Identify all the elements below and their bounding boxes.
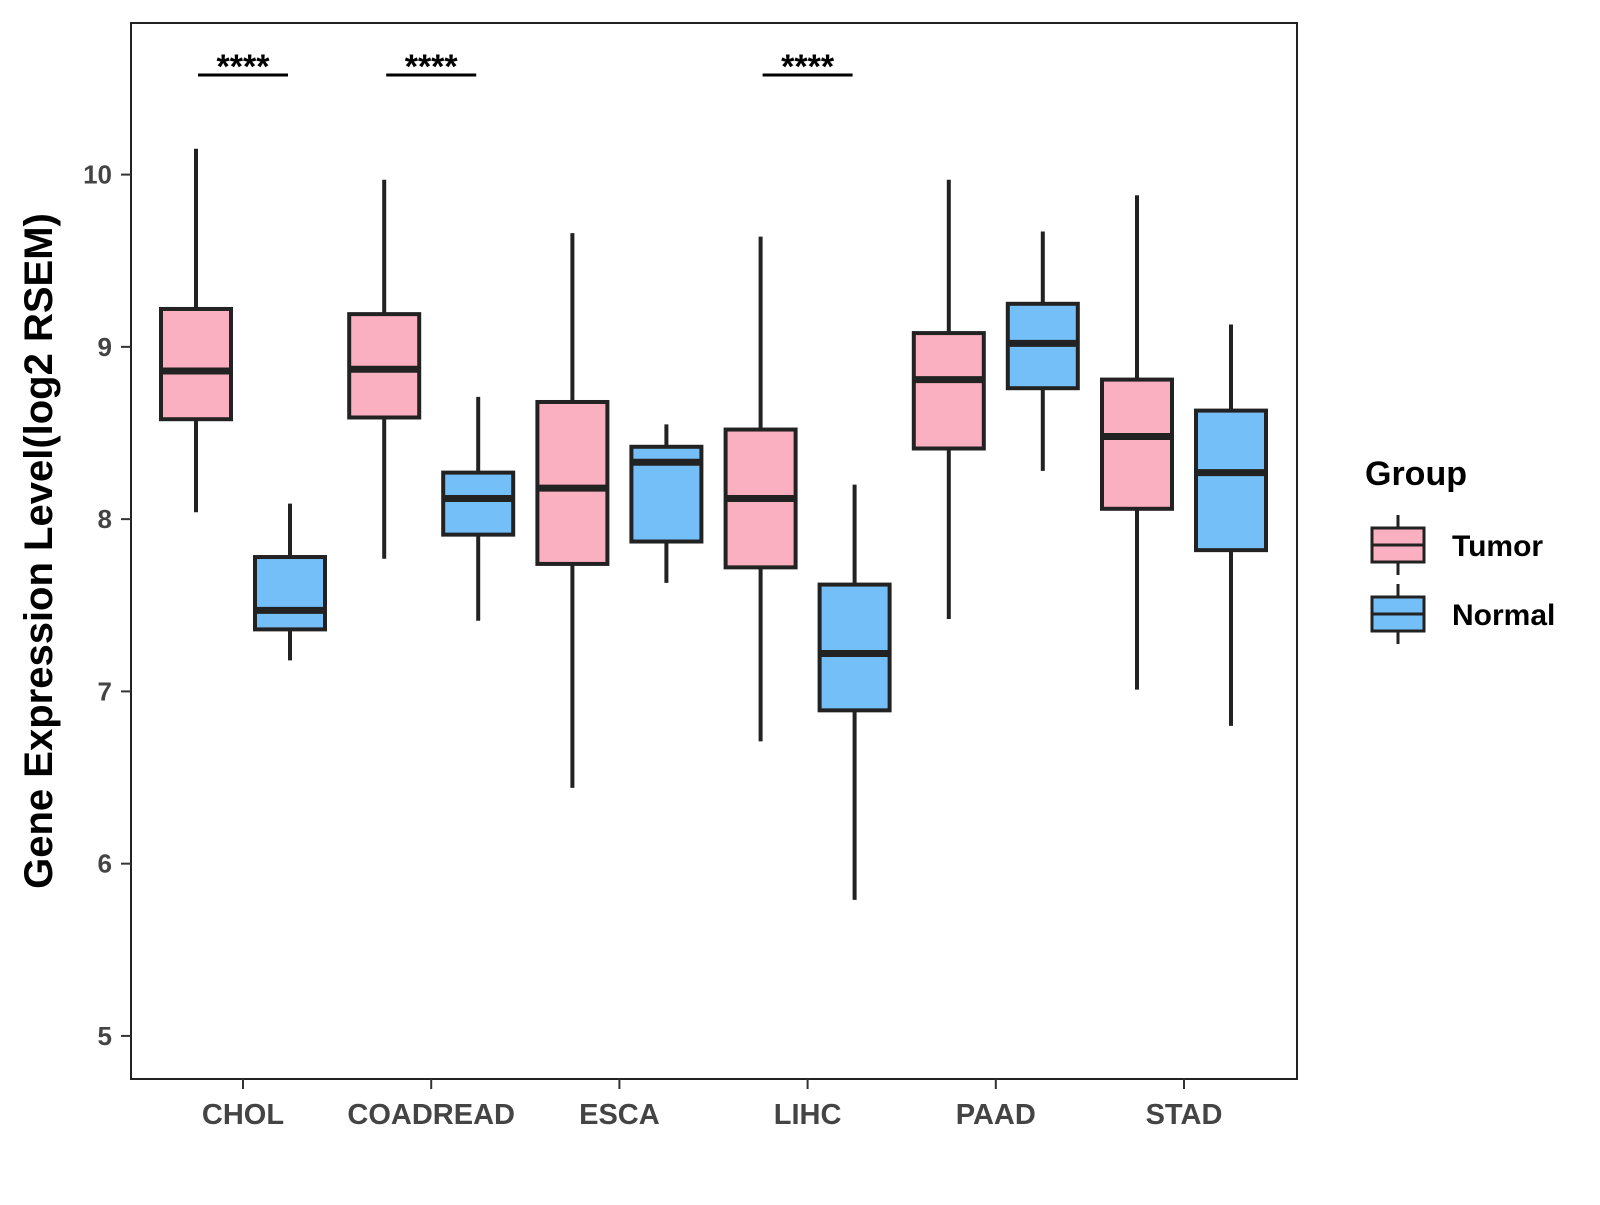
- box-normal-chol: [253, 503, 327, 661]
- box-iqr: [1100, 377, 1174, 511]
- box-tumor-esca: [535, 233, 610, 788]
- x-tick-label: COADREAD: [347, 1099, 515, 1131]
- box-tumor-stad: [1100, 195, 1174, 690]
- legend-title: Group: [1365, 455, 1467, 493]
- box-iqr: [441, 470, 516, 537]
- legend-entries: Tumor Normal: [1370, 515, 1555, 644]
- box-tumor-paad: [911, 179, 986, 620]
- plot-panel-border: [130, 22, 1298, 1080]
- significance-chol: ****: [198, 48, 288, 86]
- box-tumor-coadread: [347, 179, 422, 559]
- box-normal-coadread: [441, 396, 516, 621]
- y-tick-label: 5: [98, 1021, 112, 1051]
- y-tick-label: 8: [98, 504, 112, 534]
- significance-coadread: ****: [386, 48, 477, 86]
- y-tick-label: 10: [83, 160, 112, 190]
- box-iqr: [253, 555, 327, 632]
- box-normal-paad: [1005, 231, 1080, 471]
- y-tick-label: 7: [98, 676, 112, 706]
- box-iqr: [159, 306, 233, 422]
- box-iqr: [911, 331, 986, 451]
- y-axis-title: Gene Expression Level(log2 RSEM): [17, 213, 61, 889]
- box-normal-stad: [1194, 324, 1268, 726]
- significance-annotations: **** **** ****: [198, 48, 853, 86]
- box-iqr: [817, 582, 892, 713]
- legend-label: Tumor: [1452, 530, 1543, 563]
- box-tumor-lihc: [723, 236, 798, 742]
- legend: Group Tumor Normal: [1365, 455, 1555, 644]
- legend-label: Normal: [1452, 599, 1555, 632]
- legend-item-tumor: Tumor: [1370, 515, 1543, 575]
- box-normal-lihc: [817, 484, 892, 900]
- significance-label: ****: [405, 48, 459, 86]
- box-tumor-chol: [159, 148, 233, 513]
- x-tick-label: ESCA: [579, 1099, 660, 1131]
- y-tick-label: 9: [98, 332, 112, 362]
- y-tick-label: 6: [98, 849, 112, 879]
- box-iqr: [535, 399, 610, 566]
- significance-label: ****: [781, 48, 835, 86]
- legend-item-normal: Normal: [1370, 584, 1555, 644]
- x-tick-label: LIHC: [774, 1099, 842, 1131]
- box-normal-esca: [629, 424, 704, 583]
- x-tick-label: STAD: [1146, 1099, 1223, 1131]
- x-axis: CHOL COADREAD ESCA LIHC PAAD STAD: [202, 1079, 1222, 1131]
- significance-lihc: ****: [762, 48, 853, 86]
- box-iqr: [1194, 408, 1268, 553]
- y-axis: 5 6 7 8 9 10: [83, 160, 131, 1051]
- x-tick-label: PAAD: [956, 1099, 1036, 1131]
- x-tick-label: CHOL: [202, 1099, 284, 1131]
- boxes-layer: [159, 148, 1268, 900]
- significance-label: ****: [217, 48, 271, 86]
